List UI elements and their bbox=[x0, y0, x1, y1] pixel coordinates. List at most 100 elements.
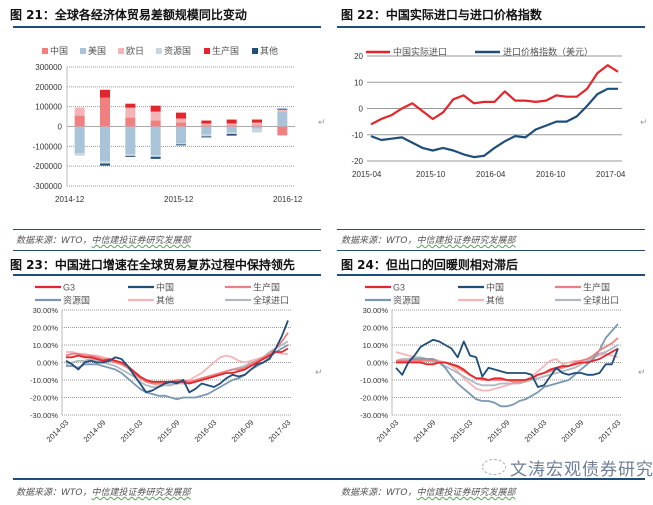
legend-swatch bbox=[156, 48, 162, 54]
title-rule-right bbox=[337, 26, 645, 28]
x-tick-label: 2014-03 bbox=[45, 418, 71, 444]
legend-label: 生产国 bbox=[212, 45, 239, 56]
y-tick-label: 30.00% bbox=[33, 306, 59, 315]
bar-segment bbox=[201, 125, 212, 127]
legend-label: 资源国 bbox=[393, 296, 420, 306]
y-tick-label: -20.00% bbox=[30, 394, 58, 403]
series-line-资源国 bbox=[396, 323, 619, 408]
title-rule-right-2 bbox=[337, 274, 645, 276]
series-line-其他 bbox=[395, 351, 619, 392]
bar-segment bbox=[125, 103, 136, 108]
bar-segment bbox=[150, 120, 161, 127]
y-tick-label: 20.00% bbox=[33, 324, 59, 333]
x-tick-label: 2017-04 bbox=[596, 170, 626, 179]
bar-segment bbox=[74, 153, 85, 156]
y-tick-label: -10.00% bbox=[360, 376, 388, 385]
bar-segment bbox=[176, 122, 186, 127]
legend-label: 生产国 bbox=[583, 282, 610, 293]
x-tick-label: 2015-12 bbox=[164, 195, 194, 204]
series-line-中国实际进口 bbox=[370, 64, 619, 126]
title-top-rule-left-2 bbox=[13, 250, 321, 251]
legend-label: 中国实际进口 bbox=[393, 46, 447, 57]
legend-label: 资源国 bbox=[164, 46, 191, 56]
legend-label: 生产国 bbox=[253, 282, 280, 293]
fig21-source: 数据来源：WTO，中信建投证券研究发展部 bbox=[16, 233, 191, 246]
y-tick-label: -20.00% bbox=[360, 394, 388, 403]
bar-segment bbox=[277, 109, 288, 112]
bar-segment bbox=[176, 143, 186, 145]
x-tick-label: 2015-04 bbox=[352, 170, 382, 179]
bar-segment bbox=[74, 115, 85, 127]
bar-segment bbox=[201, 126, 212, 135]
source-org: 中信建投证券研究发展部 bbox=[91, 488, 191, 498]
y-tick-label: 100000 bbox=[35, 103, 62, 112]
bar-segment bbox=[252, 126, 262, 129]
legend-label: 资源国 bbox=[63, 296, 90, 306]
x-tick-label: 2016-03 bbox=[193, 418, 219, 444]
series-line-生产国 bbox=[65, 332, 289, 385]
y-tick-label: 0.00% bbox=[367, 359, 389, 368]
legend-label: 其他 bbox=[486, 295, 504, 306]
bar-segment bbox=[150, 105, 161, 112]
bar-segment bbox=[150, 126, 161, 156]
bar-segment bbox=[226, 126, 237, 133]
title-top-rule-right-2 bbox=[337, 250, 645, 251]
bar-segment bbox=[100, 89, 110, 98]
bar-segment bbox=[150, 155, 161, 157]
y-tick-label: -30.00% bbox=[30, 411, 58, 420]
legend-label: 进口价格指数（美元） bbox=[503, 46, 593, 57]
bar-segment bbox=[74, 126, 85, 154]
bar-segment bbox=[201, 120, 212, 124]
legend-swatch bbox=[42, 48, 48, 54]
fig24-source: 数据来源：WTO，中信建投证券研究发展部 bbox=[341, 485, 516, 498]
fig24-title: 图 24：但出口的回暖则相对滞后 bbox=[341, 258, 518, 272]
legend-label: 中国 bbox=[156, 282, 174, 293]
bar-segment bbox=[201, 136, 212, 138]
y-tick-label: 10.00% bbox=[33, 341, 59, 350]
y-tick-label: -10.00% bbox=[30, 376, 58, 385]
bar-segment bbox=[150, 156, 161, 159]
bar-segment bbox=[252, 125, 262, 127]
bar-segment bbox=[277, 126, 288, 136]
x-tick-label: 2017-03 bbox=[267, 418, 293, 444]
title-rule-left bbox=[13, 26, 321, 28]
return-mark: ↵ bbox=[638, 368, 646, 378]
return-mark: ↵ bbox=[640, 118, 648, 128]
bar-segment bbox=[176, 118, 186, 123]
y-tick-label: 300000 bbox=[35, 63, 62, 72]
legend-label: 其他 bbox=[260, 45, 278, 56]
bar-segment bbox=[125, 155, 136, 157]
bar-segment bbox=[277, 111, 288, 127]
source-org: 中信建投证券研究发展部 bbox=[416, 488, 516, 498]
fig22-chart: 20 10 0 -10 -20 中国实际进口 进口价格指数（美元） 2015-04 2015-1… bbox=[351, 46, 626, 179]
return-mark: ↵ bbox=[318, 118, 326, 128]
x-tick-label: 2016-09 bbox=[230, 418, 256, 444]
legend-label: 美国 bbox=[88, 45, 106, 56]
legend-label: G3 bbox=[393, 283, 405, 293]
y-tick-label: -10 bbox=[351, 131, 363, 140]
x-tick-label: 2016-10 bbox=[536, 170, 566, 179]
bar-segment bbox=[277, 108, 288, 110]
fig24-chart: 30.00% 20.00% 10.00% 0.00% -10.00% -20.00% -30… bbox=[360, 282, 622, 444]
legend-swatch bbox=[118, 48, 124, 54]
bar-segment bbox=[252, 128, 262, 133]
y-tick-label: 10 bbox=[354, 78, 363, 87]
series-line-G3 bbox=[66, 347, 289, 385]
y-tick-label: -300000 bbox=[33, 182, 63, 191]
bar-segment bbox=[100, 163, 110, 166]
bar-segment bbox=[176, 126, 186, 144]
bar-segment bbox=[226, 132, 237, 135]
title-rule-left-2 bbox=[13, 274, 321, 276]
source-prefix: 数据来源：WTO， bbox=[341, 488, 417, 498]
legend-swatch bbox=[80, 48, 86, 54]
bar-segment bbox=[74, 107, 85, 116]
legend-swatch bbox=[204, 48, 210, 54]
fig22-title: 图 22：中国实际进口与进口价格指数 bbox=[341, 8, 542, 22]
y-tick-label: 0.00% bbox=[37, 359, 59, 368]
legend-label: 欧日 bbox=[126, 45, 144, 56]
y-tick-label: -30.00% bbox=[360, 411, 388, 420]
series-line-进口价格指数（美元） bbox=[370, 87, 618, 159]
source-org: 中信建投证券研究发展部 bbox=[91, 236, 191, 246]
fig23-chart: 30.00% 20.00% 10.00% 0.00% -10.00% -20.00% -30… bbox=[30, 282, 293, 444]
x-tick-label: 2014-12 bbox=[55, 195, 85, 204]
